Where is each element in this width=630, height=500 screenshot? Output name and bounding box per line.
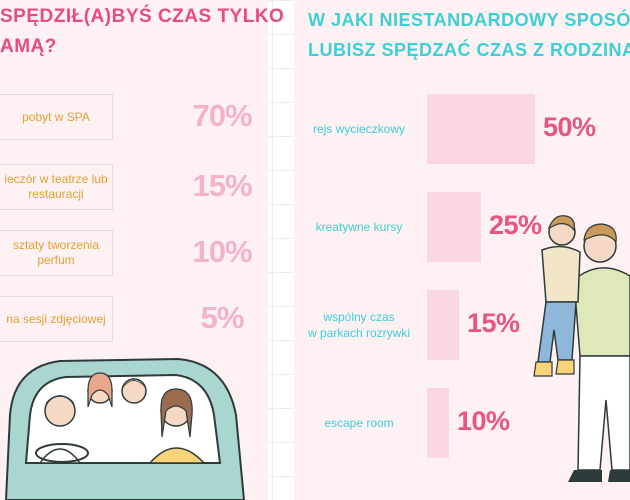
bar-1 — [427, 192, 481, 262]
bar-category-label: wspólny czas w parkach rozrywki — [307, 310, 411, 340]
right-title-line-2: LUBISZ SPĘDZAĆ CZAS Z RODZINĄ? — [308, 40, 630, 60]
left-row-value: 5% — [200, 300, 245, 335]
bar-category-label: rejs wycieczkowy — [312, 122, 405, 136]
left-row-value: 15% — [192, 168, 252, 203]
father-child-illustration — [533, 215, 630, 482]
bar-value-label: 50% — [543, 112, 596, 142]
bar-value-label: 10% — [457, 406, 510, 436]
left-row-label: sztaty tworzenia perfum — [0, 230, 113, 276]
bar-value-label: 15% — [467, 308, 520, 338]
left-title-line-2: AMĄ? — [0, 36, 57, 57]
bar-0 — [427, 94, 535, 164]
left-row-value: 70% — [192, 98, 252, 133]
bar-category-label: kreatywne kursy — [315, 220, 403, 234]
bar-2 — [427, 290, 459, 360]
bar-value-label: 25% — [489, 210, 542, 240]
bar-category-label: escape room — [324, 416, 394, 430]
family-car-illustration — [4, 357, 246, 500]
right-title-line-1: W JAKI NIESTANDARDOWY SPOSÓB — [308, 10, 630, 30]
left-row-label: na sesji zdjęciowej — [0, 296, 113, 342]
bar-3 — [427, 388, 449, 458]
left-row-value: 10% — [192, 234, 252, 269]
left-title-line-1: SPĘDZIŁ(A)BYŚ CZAS TYLKO — [0, 6, 285, 27]
left-row-label: pobyt w SPA — [0, 94, 113, 140]
right-chart-title: W JAKI NIESTANDARDOWY SPOSÓB LUBISZ SPĘD… — [308, 5, 630, 65]
left-row-label: ieczór w teatrze lub restauracji — [0, 164, 113, 210]
left-title: SPĘDZIŁ(A)BYŚ CZAS TYLKO AMĄ? — [0, 2, 284, 62]
